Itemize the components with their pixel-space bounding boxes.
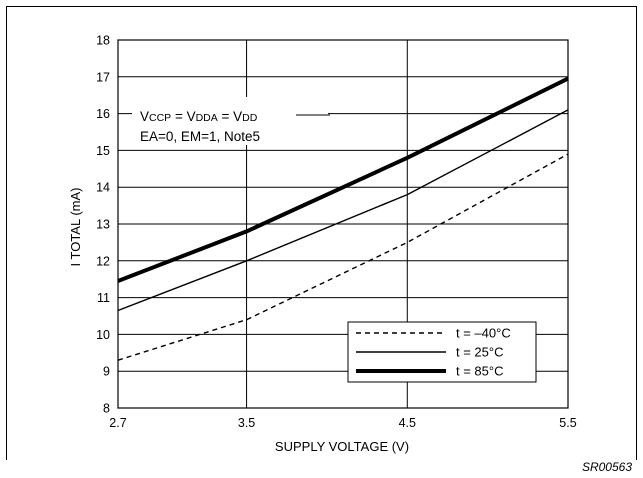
y-tick-label: 8 bbox=[103, 402, 110, 416]
series-layer bbox=[117, 76, 569, 361]
annotation-text: = V bbox=[171, 109, 195, 124]
x-tick-label: 4.5 bbox=[399, 416, 416, 430]
y-tick-label: 14 bbox=[96, 181, 110, 195]
annotation-subscript: DD bbox=[242, 112, 258, 124]
y-tick-label: 17 bbox=[96, 70, 110, 84]
y-tick-label: 11 bbox=[97, 291, 110, 305]
y-tick-label: 13 bbox=[96, 218, 110, 232]
annotation-voltage-relation: VCCP = VDDA = VDD bbox=[140, 109, 258, 124]
annotation-background bbox=[132, 97, 328, 145]
annotation-conditions: EA=0, EM=1, Note5 bbox=[140, 129, 260, 144]
y-tick-label: 12 bbox=[96, 254, 110, 268]
plot-area-border bbox=[117, 39, 569, 409]
y-tick-label: 15 bbox=[96, 144, 110, 158]
annotation-text: = V bbox=[218, 109, 242, 124]
annotation-subscript: CCP bbox=[149, 112, 171, 124]
y-tick-label: 16 bbox=[96, 107, 110, 121]
legend: t = –40°C t = 25°C t = 85°C bbox=[347, 321, 537, 383]
tick-labels: 8 9 10 11 12 13 14 15 16 17 18 2.7 3.5 4.5 5.5 bbox=[96, 34, 577, 431]
y-axis-label: I TOTAL (mA) bbox=[68, 188, 83, 267]
legend-label: t = 85°C bbox=[456, 364, 503, 379]
x-axis-label: SUPPLY VOLTAGE (V) bbox=[275, 439, 409, 454]
legend-label: t = 25°C bbox=[456, 345, 503, 360]
annotation-subscript: DDA bbox=[196, 112, 218, 124]
x-tick-label: 2.7 bbox=[109, 416, 126, 430]
figure-frame bbox=[6, 6, 637, 460]
series-line-thick bbox=[117, 76, 569, 283]
y-tick-label: 9 bbox=[103, 365, 110, 379]
legend-label: t = –40°C bbox=[456, 326, 511, 341]
annotation-text: V bbox=[140, 109, 149, 124]
series-line-dashed bbox=[117, 153, 569, 361]
x-tick-label: 5.5 bbox=[559, 416, 576, 430]
grid bbox=[117, 39, 569, 409]
figure-code: SR00563 bbox=[582, 460, 632, 474]
x-tick-label: 3.5 bbox=[238, 416, 255, 430]
y-tick-label: 10 bbox=[96, 328, 110, 342]
y-tick-label: 18 bbox=[96, 34, 110, 48]
series-line-thin bbox=[117, 109, 569, 312]
